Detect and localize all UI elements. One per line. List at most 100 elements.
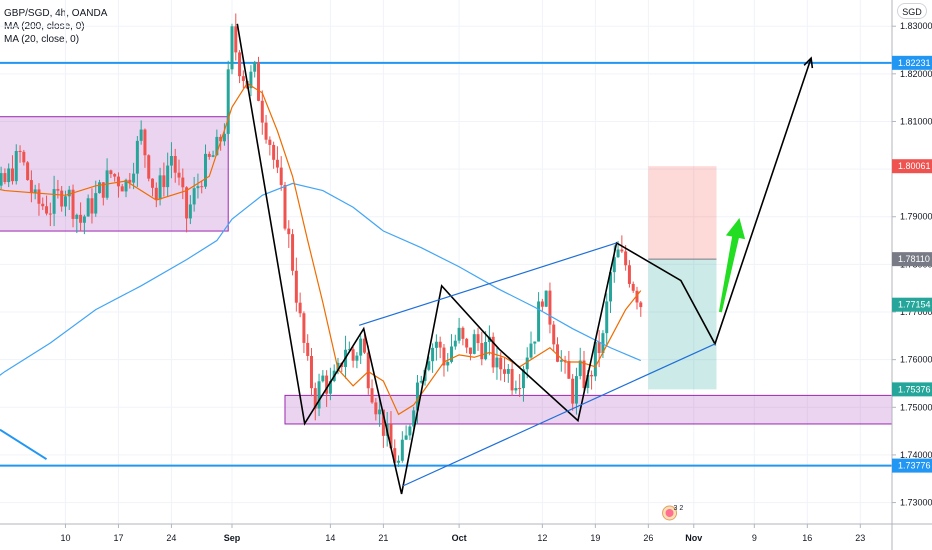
candle-body [427, 361, 431, 370]
price-badge-label: 1.73776 [898, 461, 931, 471]
x-tick-label: Nov [685, 533, 702, 543]
candle-body [86, 198, 90, 217]
candle-body [325, 375, 329, 394]
candle-body [279, 167, 283, 185]
candle-body [101, 182, 105, 198]
candle-body [309, 355, 313, 389]
candle-body [253, 62, 257, 72]
candle-body [548, 290, 552, 325]
candle-body [586, 374, 590, 388]
candle-body [33, 189, 37, 194]
candle-body [173, 156, 177, 173]
candle-body [590, 374, 594, 377]
candle-body [306, 342, 310, 356]
candle-body [533, 341, 537, 344]
candle-body [578, 360, 582, 377]
x-tick-label: 9 [752, 533, 757, 543]
candle-body [484, 342, 488, 360]
candle-body [616, 249, 620, 258]
price-badge [892, 382, 932, 397]
accumulation-zone [0, 116, 229, 232]
price-badge-label: 1.80061 [898, 161, 931, 171]
candle-body [381, 409, 385, 436]
x-tick-label: 16 [802, 533, 812, 543]
y-tick-label: 1.83000 [900, 21, 932, 31]
channel-trendline [358, 242, 617, 326]
x-tick-label: 24 [166, 533, 176, 543]
candle-body [506, 368, 510, 374]
y-tick-label: 1.82000 [900, 69, 932, 79]
candle-body [404, 435, 408, 440]
candle-body [302, 313, 306, 343]
candle-body [109, 170, 113, 175]
y-tick-label: 1.79000 [900, 212, 932, 222]
candle-body [431, 347, 435, 362]
candle-body [571, 378, 575, 404]
candle-body [56, 189, 60, 191]
price-badge-label: 1.75376 [898, 384, 931, 394]
candle-body [264, 122, 268, 140]
candle-body [412, 410, 416, 427]
candle-body [63, 196, 67, 207]
candle-body [294, 270, 298, 303]
y-tick-label: 1.73000 [900, 498, 932, 508]
y-tick-label: 1.76000 [900, 355, 932, 365]
candle-body [166, 165, 170, 188]
candle-body [154, 187, 158, 200]
candle-body [635, 290, 639, 303]
x-tick-label: Oct [452, 533, 467, 543]
price-badge-label: 1.77154 [898, 300, 931, 310]
x-tick-label: 12 [537, 533, 547, 543]
candle-body [374, 402, 378, 415]
x-tick-label: 21 [378, 533, 388, 543]
events-count: 3 2 [674, 505, 684, 512]
candle-body [196, 186, 200, 189]
candle-body [540, 301, 544, 307]
candle-body [328, 380, 332, 394]
price-badge-label: 1.82231 [898, 58, 931, 68]
candle-body [222, 133, 226, 142]
candle-body [181, 177, 185, 188]
candle-body [597, 342, 601, 354]
candle-body [67, 189, 71, 197]
candle-body [347, 349, 351, 351]
candle-body [52, 189, 56, 214]
candle-body [514, 388, 518, 391]
x-tick-label: 10 [60, 533, 70, 543]
candle-body [298, 302, 302, 314]
candle-body [188, 204, 192, 219]
candle-body [468, 347, 472, 354]
stop-loss-zone [648, 166, 717, 260]
candle-body [98, 182, 102, 194]
candle-body [627, 265, 631, 284]
candle-body [238, 52, 242, 77]
candle-body [408, 426, 412, 436]
candle-body [260, 100, 264, 123]
candle-body [275, 159, 279, 168]
candle-body [272, 144, 276, 160]
candle-body [234, 26, 238, 53]
candle-body [71, 189, 75, 219]
price-badge-label: 1.78110 [898, 254, 930, 264]
candle-body [26, 162, 30, 181]
candle-body [230, 26, 234, 70]
x-tick-label: 14 [325, 533, 335, 543]
candle-body [249, 71, 253, 89]
candle-body [567, 361, 571, 379]
candle-body [495, 357, 499, 368]
candle-body [151, 178, 155, 188]
candle-body [313, 388, 317, 409]
candle-body [82, 216, 86, 223]
candle-body [215, 136, 219, 156]
x-tick-label: 19 [590, 533, 600, 543]
candle-body [113, 174, 117, 177]
currency-button[interactable]: SGD [897, 3, 927, 19]
candle-body [351, 349, 355, 361]
candle-body [609, 272, 612, 302]
price-badge [892, 297, 932, 312]
x-tick-label: 17 [113, 533, 123, 543]
candle-body [563, 360, 567, 362]
candle-body [158, 175, 162, 200]
left-trendline [0, 428, 48, 461]
